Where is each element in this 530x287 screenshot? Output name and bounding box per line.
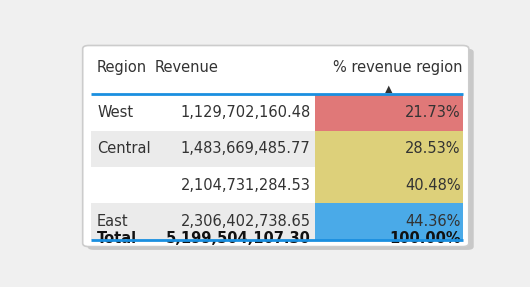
Text: West: West <box>97 105 133 120</box>
Text: Revenue: Revenue <box>155 59 218 75</box>
Text: Central: Central <box>97 141 151 156</box>
Text: East: East <box>97 214 129 229</box>
Bar <box>315 203 463 240</box>
Text: 1,483,669,485.77: 1,483,669,485.77 <box>181 141 311 156</box>
Text: 21.73%: 21.73% <box>405 105 461 120</box>
Text: 1,129,702,160.48: 1,129,702,160.48 <box>180 105 311 120</box>
Text: 40.48%: 40.48% <box>405 178 461 193</box>
Bar <box>91 131 315 167</box>
Text: 28.53%: 28.53% <box>405 141 461 156</box>
Text: 2,104,731,284.53: 2,104,731,284.53 <box>181 178 311 193</box>
Text: 100.00%: 100.00% <box>389 231 461 246</box>
Bar <box>91 167 315 203</box>
Bar <box>315 131 463 167</box>
Text: % revenue region: % revenue region <box>333 59 463 75</box>
Text: ▲: ▲ <box>385 84 392 94</box>
Text: 2,306,402,738.65: 2,306,402,738.65 <box>181 214 311 229</box>
Text: Total: Total <box>97 231 137 246</box>
FancyBboxPatch shape <box>87 49 474 250</box>
Text: 44.36%: 44.36% <box>405 214 461 229</box>
Text: 5,199,504,107.30: 5,199,504,107.30 <box>166 231 311 246</box>
Bar <box>91 94 315 131</box>
Bar <box>91 203 315 240</box>
Text: Region: Region <box>97 59 147 75</box>
FancyBboxPatch shape <box>83 45 469 247</box>
Bar <box>315 167 463 203</box>
Bar <box>315 94 463 131</box>
